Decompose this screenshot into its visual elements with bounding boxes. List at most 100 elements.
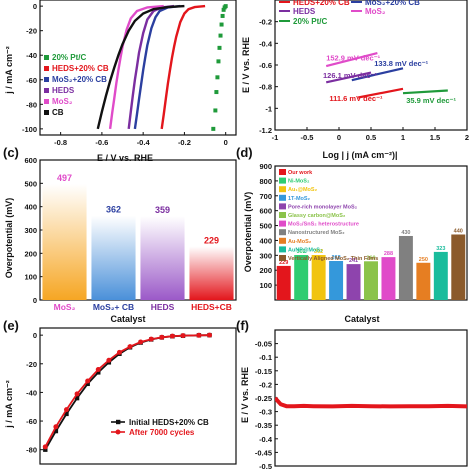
panel-e-legend-label: Initial HEDS+20% CB (129, 418, 209, 427)
panel-d-legend-label: Nanostructured MoS₂ (288, 230, 345, 236)
panel-e-plot (42, 332, 213, 452)
panel-b-xtick-label: 1 (401, 133, 405, 142)
panel-c-bar-value: 497 (57, 173, 72, 183)
panel-a-ytick-label: -60 (26, 76, 37, 85)
panel-d-ytick-label: 200 (259, 266, 272, 275)
panel-a-point-pt-c (211, 126, 216, 131)
panel-d-legend-label: MoS₂/SnS₂ heterostructure (288, 222, 359, 228)
panel-b-ylabel: E / V vs. RHE (241, 37, 251, 93)
panel-c-ytick-label: 300 (24, 226, 37, 235)
panel-b-legend-label: MoS₂ (365, 7, 386, 16)
panel-d-legend-label: 1T-MoS₂ (288, 196, 311, 202)
panel-d-ytick-label: 100 (259, 281, 272, 290)
panel-a-point-pt-c (218, 33, 223, 38)
panel-e-marker-circle (95, 367, 101, 373)
panel-d-bar (381, 257, 396, 300)
panel-b-slope-annotation: 133.8 mV dec⁻¹ (374, 59, 428, 68)
panel-b-tafel-line (351, 67, 404, 82)
panel-a-legend-swatch (44, 88, 49, 93)
panel-b-xtick-label: -0.5 (301, 133, 314, 142)
panel-f-ytick-label: -0.25 (255, 394, 272, 403)
panel-b-slope-annotation: 152.9 mV dec⁻¹ (326, 54, 380, 63)
panel-d-bar (346, 264, 361, 300)
panel-d-legend-label: Our work (288, 170, 313, 176)
panel-e-marker-circle (127, 344, 133, 350)
panel-f-ytick-label: -0.15 (255, 367, 272, 376)
panel-d-legend-swatch (279, 212, 286, 218)
panel-a-ytick-label: 0 (33, 2, 37, 11)
panel-e-marker-circle (148, 336, 154, 342)
panel-f-stability-line (275, 396, 467, 409)
panel-d-ytick-label: 300 (259, 251, 272, 260)
panel-a-point-pt-c (216, 59, 221, 64)
panel-d-xlabel: Catalyst (344, 314, 379, 324)
panel-d-legend-swatch (279, 220, 286, 227)
panel-e-ylabel: j / mA cm⁻² (4, 380, 14, 428)
panel-e-marker-square (53, 428, 59, 434)
panel-b-xtick-label: 0.5 (366, 133, 376, 142)
panel-a-xtick-label: 0 (224, 138, 228, 147)
panel-a-legend-swatch (44, 110, 49, 115)
panel-c-label: (c) (3, 145, 19, 160)
panel-d-legend-label: AuNP@MoS₂ (288, 247, 323, 253)
panel-a-ytick-label: -100 (22, 125, 37, 134)
panel-f-ytick-label: -0.4 (259, 435, 273, 444)
panel-a-series-line (133, 4, 181, 130)
panel-d-legend-label: Pore-rich monolayer MoS₂ (288, 204, 358, 210)
panel-a-point-pt-c (214, 90, 219, 95)
panel-d-ytick-label: 900 (259, 162, 272, 171)
panel-a-point-pt-c (215, 75, 220, 80)
panel-d-ytick-label: 700 (259, 192, 272, 201)
panel-b-tafel-line (357, 87, 404, 99)
panel-e-frame (39, 327, 237, 465)
panel-d-ytick-label: 800 (259, 177, 272, 186)
panel-a-point-pt-c (213, 108, 218, 113)
panel-a-xtick-label: -0.2 (178, 138, 191, 147)
panel-d-ytick-label: 400 (259, 236, 272, 245)
panel-e-ytick-label: 0 (33, 331, 37, 340)
panel-a-legend-label: MoS₂ (52, 97, 73, 106)
panel-e-marker-circle (53, 424, 59, 430)
panel-e-marker-circle (207, 332, 213, 338)
panel-d-bar-value: 262 (331, 255, 340, 261)
panel-a-ylabel: j / mA cm⁻² (4, 46, 14, 94)
panel-b-xtick-label: -1 (272, 133, 279, 142)
panel-c-bar (42, 184, 87, 300)
panel-f-ytick-label: -0.35 (255, 421, 272, 430)
panel-b-ytick-label: -1.2 (259, 126, 272, 135)
panel-d-legend-swatch (279, 229, 286, 236)
panel-a-legend-swatch (44, 55, 49, 60)
panel-d-legend-swatch (279, 177, 286, 184)
panel-e-ytick-label: -40 (26, 388, 37, 397)
panel-c-xlabel: Catalyst (110, 314, 145, 324)
panel-e-marker-circle (169, 333, 175, 339)
panel-e-ytick-label: -20 (26, 360, 37, 369)
panel-a-frame (39, 0, 237, 136)
panel-d-legend-swatch (279, 169, 286, 175)
panel-c-ytick-label: 500 (24, 179, 37, 188)
panel-d-bar-value: 288 (384, 251, 393, 257)
panel-b-ytick-label: -0.2 (259, 18, 272, 27)
panel-e-legend-marker (115, 429, 121, 435)
panel-a-series-line (96, 4, 185, 130)
panel-d-bar (451, 234, 466, 300)
panel-c-ytick-label: 0 (33, 296, 37, 305)
panel-e-marker-square (85, 381, 90, 387)
panel-a-legend: 20% Pt/C HEDS+20% CB MoS₂+20% CB HEDS MoS₂ CB (44, 53, 109, 117)
panel-d-bar (294, 255, 309, 300)
panel-d-bar (398, 235, 413, 300)
panel-c-bar (91, 215, 136, 300)
panel-a-xtick-label: -0.8 (54, 138, 67, 147)
panel-d-bar (329, 260, 344, 300)
panel-d-legend-label: Au₁@MoS₂ (288, 187, 318, 193)
panel-d-bar-value: 229 (279, 260, 288, 266)
panel-e-series-line (44, 334, 210, 448)
panel-e-ytick-label: -80 (26, 446, 37, 455)
panel-a-legend-label: 20% Pt/C (52, 53, 86, 62)
panel-c-ytick-label: 200 (24, 249, 37, 258)
panel-c-bar (189, 246, 234, 300)
panel-f-ytick-label: -0.1 (259, 353, 272, 362)
panel-d-bar (311, 255, 326, 300)
panel-d-bar-value: 260 (366, 255, 375, 261)
